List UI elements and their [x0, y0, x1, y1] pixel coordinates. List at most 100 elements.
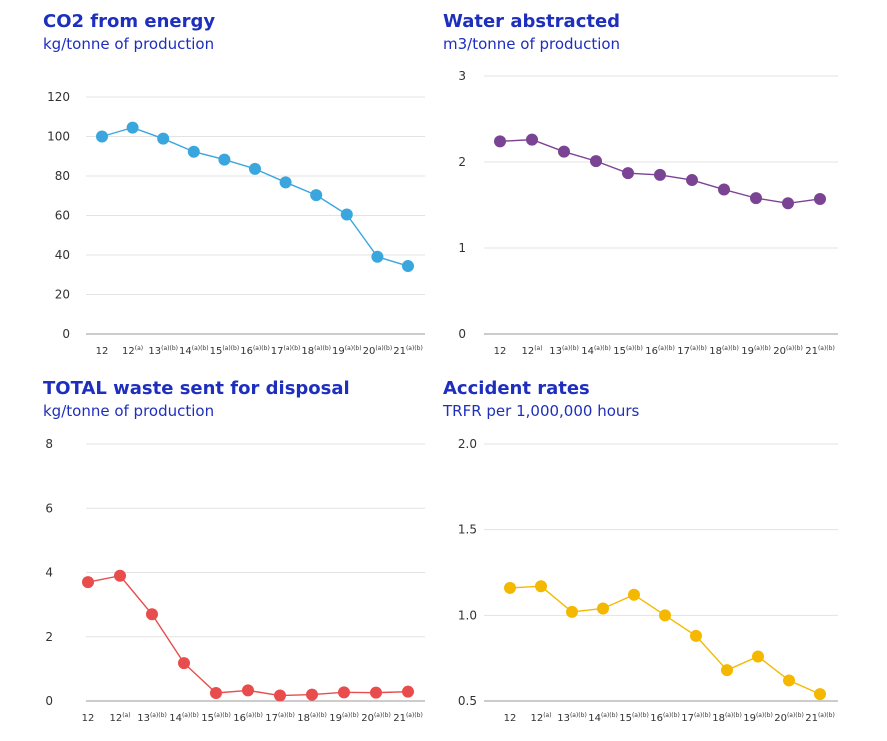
- data-point: [628, 588, 640, 601]
- x-tick-sup: (a)(b): [375, 345, 392, 352]
- x-tick-sup: (a)(b): [594, 345, 611, 352]
- x-tick-sup: (a)(b): [253, 345, 270, 352]
- data-point: [157, 132, 170, 145]
- x-tick-label: 12: [96, 346, 109, 357]
- x-tick-main: 12: [82, 713, 95, 724]
- x-tick-sup: (a)(b): [222, 345, 239, 352]
- chart-title: Water abstracted: [443, 11, 621, 32]
- x-tick-label: 12: [494, 346, 507, 357]
- y-tick-label: 2.0: [458, 437, 477, 451]
- y-tick-label: 40: [55, 248, 70, 262]
- x-tick-label: 21(a)(b): [805, 712, 835, 724]
- x-tick-main: 15: [619, 713, 632, 724]
- x-tick-sup: (a)(b): [570, 712, 587, 719]
- x-tick-sup: (a)(b): [722, 345, 739, 352]
- x-tick-label: 12: [504, 713, 517, 724]
- x-tick-label: 13(a)(b): [137, 712, 167, 724]
- x-tick-main: 12: [521, 346, 534, 357]
- chart-subtitle: kg/tonne of production: [43, 402, 215, 420]
- x-tick-label: 15(a)(b): [613, 345, 643, 357]
- y-tick-label: 1.0: [458, 608, 477, 622]
- x-tick-sup: (a)(b): [694, 712, 711, 719]
- data-point: [504, 581, 516, 594]
- chart-title: CO2 from energy: [43, 11, 216, 32]
- x-tick-sup: (a)(b): [786, 345, 803, 352]
- x-tick-main: 17: [681, 713, 694, 724]
- x-tick-main: 18: [297, 713, 310, 724]
- y-tick-label: 3: [458, 69, 466, 83]
- x-tick-label: 12: [82, 713, 95, 724]
- x-tick-main: 17: [677, 346, 690, 357]
- data-point: [494, 135, 506, 148]
- x-tick-label: 16(a)(b): [233, 712, 263, 724]
- x-tick-main: 17: [265, 713, 278, 724]
- x-tick-main: 15: [201, 713, 214, 724]
- x-tick-sup: (a)(b): [310, 712, 327, 719]
- data-point: [218, 153, 231, 166]
- x-tick-main: 13: [148, 346, 161, 357]
- x-tick-label: 19(a)(b): [329, 712, 359, 724]
- data-point: [535, 580, 547, 593]
- x-tick-main: 16: [240, 346, 253, 357]
- x-tick-sup: (a)(b): [246, 712, 263, 719]
- x-tick-label: 13(a)(b): [148, 345, 178, 357]
- x-tick-label: 14(a)(b): [169, 712, 199, 724]
- y-tick-label: 6: [45, 501, 53, 515]
- y-tick-label: 2: [45, 630, 53, 644]
- data-point: [210, 686, 222, 699]
- x-tick-label: 20(a)(b): [773, 345, 803, 357]
- chart-subtitle: m3/tonne of production: [443, 35, 621, 53]
- x-tick-sup: (a)(b): [345, 345, 362, 352]
- y-tick-label: 100: [47, 130, 70, 144]
- x-tick-main: 15: [613, 346, 626, 357]
- x-tick-label: 20(a)(b): [363, 345, 393, 357]
- x-tick-label: 17(a)(b): [271, 345, 301, 357]
- x-tick-main: 16: [645, 346, 658, 357]
- data-point: [340, 208, 353, 221]
- x-tick-sup: (a)(b): [284, 345, 301, 352]
- x-tick-main: 12: [530, 713, 543, 724]
- y-tick-label: 0: [62, 327, 70, 341]
- x-tick-main: 19: [743, 713, 756, 724]
- x-tick-label: 12(a): [109, 712, 130, 724]
- x-tick-label: 19(a)(b): [741, 345, 771, 357]
- data-point: [279, 176, 292, 189]
- x-tick-label: 15(a)(b): [619, 712, 649, 724]
- y-tick-label: 8: [45, 437, 53, 451]
- x-tick-main: 21: [393, 713, 406, 724]
- x-tick-label: 21(a)(b): [393, 712, 423, 724]
- x-tick-main: 12: [122, 346, 135, 357]
- x-tick-main: 20: [363, 346, 376, 357]
- x-tick-label: 20(a)(b): [774, 712, 804, 724]
- x-tick-label: 21(a)(b): [805, 345, 835, 357]
- x-tick-label: 20(a)(b): [361, 712, 391, 724]
- x-tick-sup: (a)(b): [663, 712, 680, 719]
- y-tick-label: 120: [47, 90, 70, 104]
- x-tick-sup: (a)(b): [818, 345, 835, 352]
- x-tick-sup: (a): [543, 712, 551, 719]
- data-point: [242, 684, 254, 697]
- x-tick-main: 12: [109, 713, 122, 724]
- x-tick-label: 17(a)(b): [677, 345, 707, 357]
- x-tick-main: 13: [549, 346, 562, 357]
- x-tick-sup: (a)(b): [214, 712, 231, 719]
- data-point: [126, 121, 139, 134]
- x-tick-main: 19: [332, 346, 345, 357]
- x-tick-sup: (a)(b): [756, 712, 773, 719]
- x-tick-sup: (a)(b): [818, 712, 835, 719]
- x-tick-sup: (a)(b): [632, 712, 649, 719]
- x-tick-main: 14: [179, 346, 192, 357]
- x-tick-label: 15(a)(b): [201, 712, 231, 724]
- x-tick-sup: (a): [135, 345, 143, 352]
- x-tick-main: 18: [709, 346, 722, 357]
- y-tick-label: 20: [55, 288, 70, 302]
- data-point: [82, 576, 94, 589]
- y-tick-label: 0: [458, 327, 466, 341]
- x-tick-label: 12(a): [122, 345, 143, 357]
- x-tick-label: 19(a)(b): [332, 345, 362, 357]
- x-tick-main: 20: [773, 346, 786, 357]
- x-tick-main: 17: [271, 346, 284, 357]
